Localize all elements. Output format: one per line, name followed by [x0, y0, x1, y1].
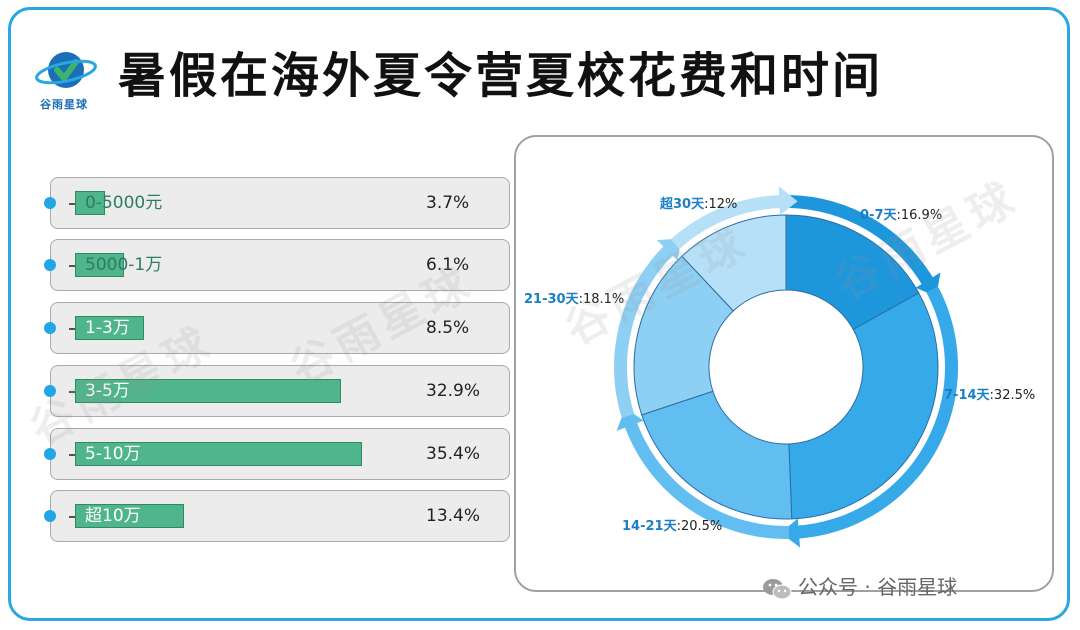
donut-data-label: 0-7天:16.9% [860, 204, 942, 223]
donut-value-label: :20.5% [676, 519, 723, 534]
bar-row: 超10万 13.4% [44, 490, 510, 542]
bar-tick [69, 516, 79, 518]
donut-panel [514, 135, 1054, 592]
bar [75, 316, 144, 340]
bar-category-label: 0-5000元 [85, 193, 163, 213]
bar-tick [69, 265, 79, 267]
footer: 公众号 · 谷雨星球 [762, 571, 957, 601]
bar-category-label: 超10万 [85, 506, 141, 526]
donut-category-label: 0-7天 [860, 208, 897, 223]
bullet-dot-icon [44, 510, 56, 522]
ring-arrow [780, 518, 801, 548]
outer-ring-segment [614, 243, 675, 418]
bullet-dot-icon [44, 448, 56, 460]
bar-value-label: 3.7% [426, 193, 470, 213]
bar-category-label: 1-3万 [85, 318, 130, 338]
outer-ring-segment [789, 195, 935, 287]
bar-tick [69, 328, 79, 330]
donut-slice [641, 390, 793, 520]
bar-value-label: 35.4% [426, 444, 481, 464]
donut-value-label: :12% [704, 197, 738, 212]
donut-data-label: 21-30天:18.1% [524, 288, 624, 307]
donut-chart [614, 186, 958, 548]
planet-check-icon [35, 52, 97, 88]
outer-ring-segment [795, 286, 958, 539]
donut-category-label: 超30天 [660, 197, 705, 212]
donut-data-label: 14-21天:20.5% [622, 515, 722, 534]
ring-arrow [778, 186, 798, 216]
bar-row: 1-3万 8.5% [44, 302, 510, 354]
bullet-dot-icon [44, 259, 56, 271]
donut-value-label: :16.9% [896, 208, 943, 223]
bar-tick [69, 454, 79, 456]
bar-row: 0-5000元 3.7% [44, 177, 510, 229]
outer-ring-segment [623, 420, 790, 539]
donut-slice [681, 214, 787, 312]
donut-category-label: 21-30天 [524, 292, 579, 307]
bar [75, 379, 342, 403]
bar-value-label: 6.1% [426, 255, 470, 275]
donut-data-label: 超30天:12% [660, 193, 737, 212]
bar [75, 442, 362, 466]
bullet-dot-icon [44, 322, 56, 334]
bar [75, 191, 105, 215]
bar-category-label: 3-5万 [85, 381, 130, 401]
donut-value-label: :32.5% [989, 388, 1036, 403]
donut-slice [788, 292, 939, 520]
wechat-icon [763, 578, 792, 599]
logo-text: 谷雨星球 [40, 98, 88, 111]
bar-row: 5-10万 35.4% [44, 428, 510, 480]
bar-row: 3-5万 32.9% [44, 365, 510, 417]
bar-value-label: 32.9% [426, 381, 481, 401]
bar-category-label: 5000-1万 [85, 255, 163, 275]
bar [75, 504, 184, 528]
donut-slice [633, 255, 734, 416]
bar-tick [69, 391, 79, 393]
donut-value-label: :18.1% [578, 292, 625, 307]
bullet-dot-icon [44, 197, 56, 209]
bar-category-label: 5-10万 [85, 444, 141, 464]
bar-tick [69, 203, 79, 205]
donut-category-label: 14-21天 [622, 519, 677, 534]
outer-ring-segment [670, 195, 783, 249]
footer-text: 公众号 · 谷雨星球 [798, 575, 958, 599]
donut-category-label: 7-14天 [944, 388, 990, 403]
donut-data-label: 7-14天:32.5% [944, 384, 1035, 403]
bullet-dot-icon [44, 385, 56, 397]
bar-value-label: 8.5% [426, 318, 470, 338]
page-title: 暑假在海外夏令营夏校花费和时间 [118, 48, 884, 104]
bar-value-label: 13.4% [426, 506, 481, 526]
bar-row: 5000-1万 6.1% [44, 239, 510, 291]
bar [75, 253, 125, 277]
